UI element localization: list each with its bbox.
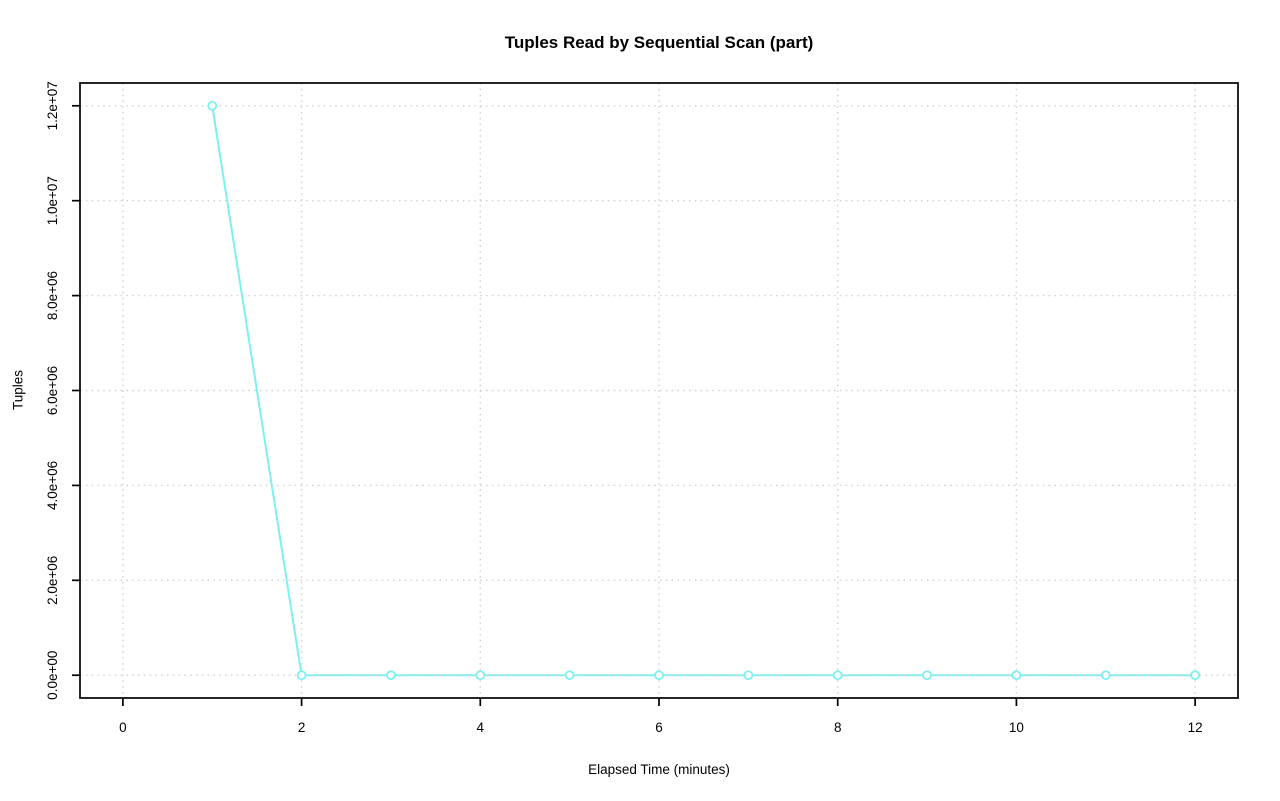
data-point [743, 670, 754, 681]
chart-title: Tuples Read by Sequential Scan (part) [504, 33, 814, 52]
y-tick-label: 0.0e+00 [45, 651, 60, 700]
y-tick-label: 8.0e+06 [45, 271, 60, 320]
data-point [1190, 670, 1201, 681]
y-axis-title: Tuples [10, 369, 26, 411]
x-axis-title: Elapsed Time (minutes) [588, 762, 730, 777]
data-point [207, 100, 218, 111]
x-tick-label: 0 [119, 720, 127, 735]
y-tick-label: 2.0e+06 [45, 556, 60, 605]
data-point [386, 670, 396, 681]
data-point [1100, 670, 1111, 681]
x-tick-label: 2 [298, 720, 306, 735]
data-point [654, 670, 664, 681]
x-tick-label: 10 [1009, 720, 1024, 735]
x-tick-label: 4 [477, 720, 485, 735]
y-tick-label: 6.0e+06 [45, 366, 60, 415]
data-point [564, 670, 575, 681]
data-point [296, 670, 307, 681]
x-tick-label: 8 [834, 720, 842, 735]
data-point [922, 670, 932, 681]
y-tick-label: 1.0e+07 [45, 176, 60, 225]
data-point [475, 670, 486, 681]
plot-border [79, 82, 1239, 699]
y-tick-label: 1.2e+07 [45, 81, 60, 130]
data-point [1011, 670, 1022, 681]
y-tick-label: 4.0e+06 [45, 461, 60, 510]
data-point [832, 670, 843, 681]
x-tick-label: 6 [655, 720, 663, 735]
x-tick-label: 12 [1188, 720, 1203, 735]
